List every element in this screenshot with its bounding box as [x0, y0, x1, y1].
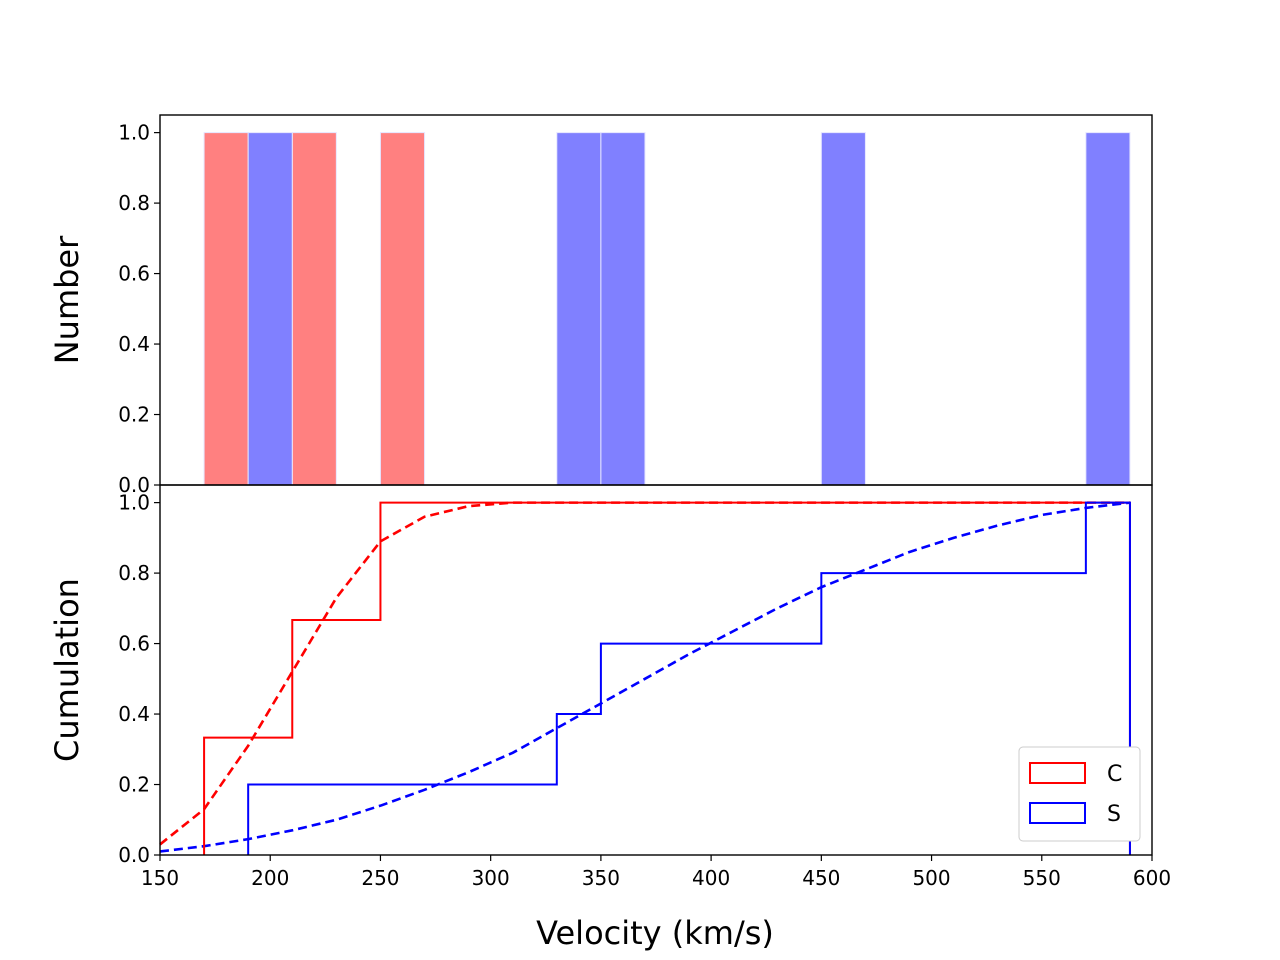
histogram-bar-S [820, 132, 866, 486]
cumulative-step-C [203, 501, 1131, 855]
xtick-label: 550 [1023, 866, 1061, 890]
top-ytick-label: 0.2 [118, 403, 150, 427]
xlabel: Velocity (km/s) [536, 914, 774, 952]
histogram-bar-S [600, 132, 646, 486]
xtick-label: 150 [141, 866, 179, 890]
top-ytick-label: 0.8 [118, 191, 150, 215]
legend-swatch-S [1029, 802, 1086, 824]
legend-swatch-C [1029, 762, 1086, 784]
top-ytick-label: 1.0 [118, 121, 150, 145]
top-ytick-label: 0.4 [118, 332, 150, 356]
bottom-ytick-label: 0.4 [118, 702, 150, 726]
cumulative-step-S [247, 501, 1131, 855]
bottom-ytick-label: 1.0 [118, 491, 150, 515]
bottom-ytick-label: 0.2 [118, 773, 150, 797]
bottom-ytick-label: 0.0 [118, 843, 150, 867]
bottom-ytick-label: 0.6 [118, 632, 150, 656]
legend-label-C: C [1107, 762, 1122, 787]
xtick-label: 300 [472, 866, 510, 890]
top-ylabel: Number [48, 235, 86, 364]
xtick-label: 600 [1133, 866, 1171, 890]
top-histogram-panel: 0.0 0.2 0.4 0.6 0.8 1.0 [118, 114, 1153, 497]
bottom-cumulative-panel: 0.0 0.2 0.4 0.6 0.8 1.0 150 200 250 300 350 400 450 5… [118, 484, 1171, 890]
histogram-bar-S [247, 132, 293, 486]
histogram-bar-C [379, 132, 426, 486]
histogram-bar-S [1085, 132, 1131, 486]
top-ytick-label: 0.6 [118, 262, 150, 286]
xtick-label: 250 [361, 866, 399, 890]
legend-frame [1018, 746, 1141, 842]
cdf-fit-line-S-fit [159, 501, 1131, 853]
xtick-label: 450 [802, 866, 840, 890]
legend-label-S: S [1107, 802, 1121, 827]
legend: CS [1018, 746, 1141, 842]
histogram-bar-C [203, 132, 249, 486]
bottom-ytick-label: 0.8 [118, 561, 150, 585]
histogram-bar-S [556, 132, 602, 486]
xtick-label: 200 [251, 866, 289, 890]
xtick-label: 350 [582, 866, 620, 890]
cdf-fit-line-C-fit [159, 501, 1130, 846]
bottom-axes-frame [159, 484, 1153, 856]
top-ytick-label: 0.0 [118, 473, 150, 497]
xtick-label: 400 [692, 866, 730, 890]
xtick-label: 500 [912, 866, 950, 890]
bottom-ylabel: Cumulation [48, 578, 86, 762]
histogram-bar-C [291, 132, 337, 486]
